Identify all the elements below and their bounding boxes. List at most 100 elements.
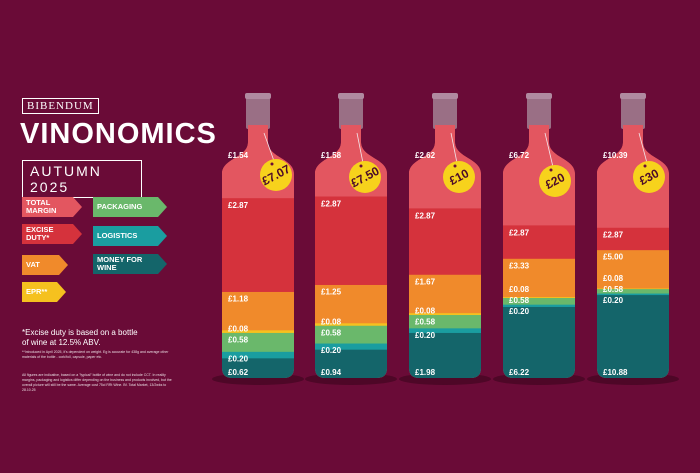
- bottle-fill: [315, 125, 387, 378]
- bar-segment: [222, 357, 294, 378]
- data-label: £2.87: [509, 228, 530, 237]
- legend-label: EPR**: [26, 286, 48, 296]
- bar-segment: [597, 294, 669, 378]
- bar-segment: [222, 351, 294, 359]
- price-tag: [539, 165, 571, 197]
- data-label: £2.62: [415, 151, 436, 160]
- data-label: £0.20: [509, 307, 530, 316]
- bottle-capsule: [527, 95, 551, 129]
- tag-string: [450, 132, 458, 164]
- data-label: £1.98: [415, 368, 436, 377]
- data-label: £0.58: [228, 335, 249, 344]
- data-label: £0.08: [228, 324, 249, 333]
- bar-segment: [315, 325, 387, 344]
- data-label: £0.94: [321, 368, 342, 377]
- price-tag: [260, 159, 292, 191]
- data-label: £1.25: [321, 287, 342, 296]
- bottle-3: £1.98£0.20£0.58£0.08£1.67£2.87£2.62£10: [399, 93, 491, 385]
- bottle-fill: [503, 125, 575, 378]
- bar-segment: [222, 332, 294, 352]
- bar-segment: [409, 327, 481, 333]
- bar-segment: [315, 322, 387, 326]
- data-label: £0.58: [603, 285, 624, 294]
- legend-swatch: [22, 282, 66, 302]
- legend-item-excise-duty: EXCISE DUTY*: [22, 224, 82, 244]
- tag-hole: [359, 164, 363, 168]
- data-label: £1.67: [415, 277, 436, 286]
- data-label: £0.08: [603, 274, 624, 283]
- data-label: £0.58: [509, 296, 530, 305]
- bar-segment: [222, 329, 294, 333]
- legend-swatch: [93, 226, 167, 246]
- bar-segment: [503, 225, 575, 259]
- page-title: VINONOMICS: [20, 118, 217, 150]
- bottle-capsule: [433, 95, 457, 129]
- tag-hole: [453, 164, 457, 168]
- data-label: £2.87: [228, 201, 249, 210]
- data-label: £0.20: [603, 296, 624, 305]
- capsule-lip: [245, 93, 271, 99]
- bar-segment: [503, 306, 575, 378]
- legend-swatch: [22, 224, 82, 244]
- data-label: £0.20: [228, 354, 249, 363]
- bar-segment: [409, 332, 481, 378]
- bar-segment: [315, 196, 387, 285]
- footnote-epr: **Introduced in April 2025, it's depende…: [22, 350, 169, 359]
- data-label: £1.18: [228, 294, 249, 303]
- bar-segment: [503, 297, 575, 305]
- bottle-capsule: [246, 95, 270, 129]
- bar-segment: [503, 258, 575, 298]
- bar-segment: [597, 288, 669, 294]
- capsule-lip: [338, 93, 364, 99]
- data-label: £0.62: [228, 368, 249, 377]
- capsule-lip: [432, 93, 458, 99]
- bar-segment: [409, 314, 481, 329]
- data-label: £2.87: [603, 231, 624, 240]
- legend-label: PACKAGING: [97, 201, 143, 211]
- data-label: £5.00: [603, 253, 624, 262]
- data-label: £0.08: [321, 317, 342, 326]
- legend-label: VAT: [26, 259, 40, 269]
- price-tag: [633, 161, 665, 193]
- data-label: £0.08: [415, 307, 436, 316]
- legend-swatch: [22, 197, 82, 217]
- price-tag: [443, 161, 475, 193]
- data-label: £1.54: [228, 151, 249, 160]
- legend-swatch: [22, 255, 68, 275]
- capsule-lip: [526, 93, 552, 99]
- footnote-disclaimer: All figures are indicative, based on a "…: [22, 373, 172, 392]
- tag-hole: [643, 164, 647, 168]
- price-tag: [349, 161, 381, 193]
- bar-segment: [503, 125, 575, 226]
- legend-label: TOTAL MARGIN: [26, 197, 57, 215]
- bottle-capsule: [339, 95, 363, 129]
- data-label: £2.87: [415, 211, 436, 220]
- legend-label: MONEY FOR WINE: [97, 254, 143, 272]
- bottle-5: £10.88£0.20£0.58£0.08£5.00£2.87£10.39£30: [587, 93, 679, 385]
- legend-label: LOGISTICS: [97, 230, 138, 240]
- data-label: £10.39: [603, 151, 628, 160]
- data-label: £10.88: [603, 368, 628, 377]
- bar-segment: [597, 227, 669, 251]
- data-label: £0.58: [415, 318, 436, 327]
- capsule-lip: [620, 93, 646, 99]
- tag-hole: [270, 162, 274, 166]
- data-label: £2.87: [321, 199, 342, 208]
- footnote-excise: *Excise duty is based on a bottle of win…: [22, 328, 138, 347]
- bar-segment: [409, 274, 481, 314]
- tag-string: [544, 132, 554, 168]
- bar-segment: [503, 304, 575, 307]
- legend-swatch: [93, 197, 167, 217]
- bottle-capsule: [621, 95, 645, 129]
- legend-item-vat: VAT: [22, 255, 68, 275]
- page-subtitle: AUTUMN 2025: [22, 160, 142, 198]
- legend-item-money-for-wine: MONEY FOR WINE: [93, 254, 167, 274]
- bar-segment: [222, 198, 294, 292]
- bar-segment: [409, 208, 481, 275]
- bar-segment: [409, 312, 481, 316]
- bar-segment: [597, 293, 669, 296]
- legend-label: EXCISE DUTY*: [26, 224, 54, 242]
- bar-segment: [222, 291, 294, 331]
- tag-string: [356, 132, 364, 164]
